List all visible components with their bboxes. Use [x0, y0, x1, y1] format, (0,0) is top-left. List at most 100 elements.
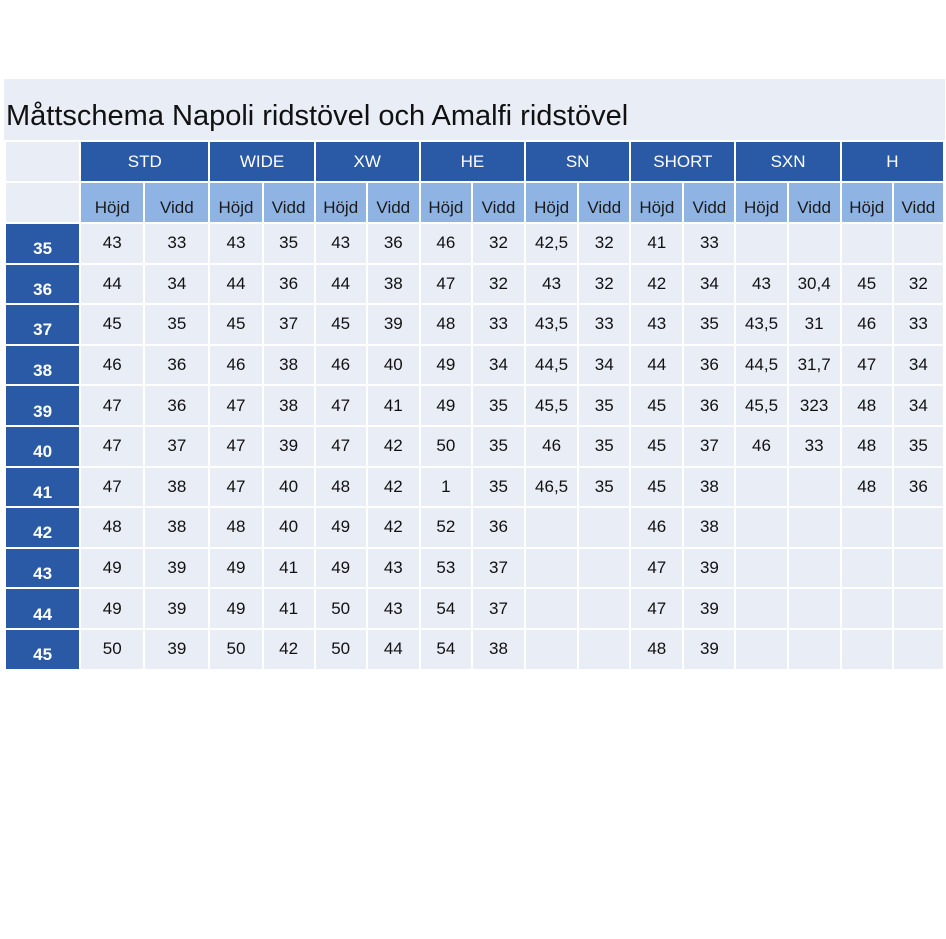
value-cell [577, 587, 632, 630]
value-cell: 35 [577, 465, 632, 509]
value-cell: 47 [79, 424, 146, 468]
value-cell: 50 [313, 627, 368, 671]
value-cell: 50 [208, 627, 264, 671]
value-cell: 34 [143, 262, 211, 306]
value-cell: 38 [470, 627, 527, 671]
value-cell: 47 [79, 384, 146, 427]
sub-header-hojd: Höjd [524, 181, 580, 224]
value-cell: 46 [418, 222, 473, 265]
value-cell: 43 [365, 587, 421, 630]
size-label: 42 [3, 506, 82, 549]
value-cell: 36 [143, 384, 211, 427]
value-cell [734, 222, 789, 265]
value-cell: 47 [418, 262, 473, 306]
sub-header-vidd: Vidd [682, 181, 737, 224]
value-cell: 52 [418, 506, 473, 549]
sub-header-row: Höjd Vidd Höjd Vidd Höjd Vidd Höjd Vidd Höjd Vidd… [3, 181, 946, 224]
value-cell: 50 [79, 627, 146, 671]
value-cell: 48 [839, 384, 894, 427]
value-cell: 49 [313, 506, 368, 549]
value-cell: 44 [313, 262, 368, 306]
value-cell: 35 [470, 424, 527, 468]
value-cell: 32 [577, 222, 632, 265]
chart-title: Måttschema Napoli ridstövel och Amalfi r… [4, 79, 945, 140]
value-cell: 37 [261, 303, 316, 346]
value-cell: 1 [418, 465, 473, 509]
value-cell: 44 [365, 627, 421, 671]
value-cell [524, 627, 580, 671]
value-cell: 53 [418, 546, 473, 590]
value-cell: 47 [313, 424, 368, 468]
value-cell: 49 [208, 546, 264, 590]
group-header-sn: SN [524, 140, 632, 183]
sub-header-hojd: Höjd [734, 181, 789, 224]
table-row: 45 50 39 50 42 50 44 54 38 48 39 [3, 627, 946, 671]
size-label: 36 [3, 262, 82, 306]
table-row: 38 46 36 46 38 46 40 49 34 44,5 34 44 36 44,5 31,7 47 34 [3, 343, 946, 387]
value-cell: 48 [629, 627, 685, 671]
value-cell: 35 [261, 222, 316, 265]
value-cell: 36 [365, 222, 421, 265]
value-cell: 36 [682, 384, 737, 427]
value-cell: 54 [418, 627, 473, 671]
size-label: 40 [3, 424, 82, 468]
value-cell: 35 [470, 384, 527, 427]
value-cell: 40 [261, 465, 316, 509]
value-cell: 34 [682, 262, 737, 306]
value-cell: 47 [208, 384, 264, 427]
value-cell: 45 [313, 303, 368, 346]
value-cell: 43 [365, 546, 421, 590]
size-label: 43 [3, 546, 82, 590]
value-cell [524, 546, 580, 590]
value-cell: 36 [143, 343, 211, 387]
value-cell: 46 [734, 424, 789, 468]
size-label: 39 [3, 384, 82, 427]
value-cell: 43,5 [734, 303, 789, 346]
value-cell: 33 [682, 222, 737, 265]
value-cell [734, 465, 789, 509]
sub-header-hojd: Höjd [418, 181, 473, 224]
group-header-short: SHORT [629, 140, 737, 183]
value-cell: 38 [143, 465, 211, 509]
value-cell [891, 506, 946, 549]
value-cell: 30,4 [786, 262, 842, 306]
value-cell: 38 [682, 506, 737, 549]
value-cell: 45 [839, 262, 894, 306]
table-row: 35 43 33 43 35 43 36 46 32 42,5 32 41 33 [3, 222, 946, 265]
value-cell: 35 [682, 303, 737, 346]
sub-header-vidd: Vidd [470, 181, 527, 224]
sub-header-hojd: Höjd [79, 181, 146, 224]
value-cell: 47 [839, 343, 894, 387]
value-cell: 35 [891, 424, 946, 468]
value-cell: 35 [143, 303, 211, 346]
size-rows: 35 43 33 43 35 43 36 46 32 42,5 32 41 33 36 44 34 44 36 44… [3, 222, 946, 671]
value-cell: 35 [470, 465, 527, 509]
value-cell [786, 587, 842, 630]
value-cell: 49 [313, 546, 368, 590]
value-cell: 41 [261, 587, 316, 630]
value-cell: 39 [682, 627, 737, 671]
value-cell: 48 [839, 424, 894, 468]
value-cell [786, 546, 842, 590]
value-cell: 46 [79, 343, 146, 387]
table-row: 42 48 38 48 40 49 42 52 36 46 38 [3, 506, 946, 549]
value-cell [839, 506, 894, 549]
value-cell: 38 [365, 262, 421, 306]
value-cell [734, 627, 789, 671]
value-cell: 33 [577, 303, 632, 346]
value-cell [891, 222, 946, 265]
value-cell: 42,5 [524, 222, 580, 265]
size-label: 41 [3, 465, 82, 509]
table-row: 37 45 35 45 37 45 39 48 33 43,5 33 43 35 43,5 31 46 33 [3, 303, 946, 346]
value-cell: 39 [682, 587, 737, 630]
value-cell: 36 [891, 465, 946, 509]
value-cell: 32 [470, 262, 527, 306]
value-cell: 47 [79, 465, 146, 509]
group-header-sxn: SXN [734, 140, 842, 183]
value-cell: 37 [682, 424, 737, 468]
value-cell: 31 [786, 303, 842, 346]
table-row: 36 44 34 44 36 44 38 47 32 43 32 42 34 43 30,4 45 32 [3, 262, 946, 306]
value-cell [577, 546, 632, 590]
value-cell: 49 [418, 384, 473, 427]
value-cell: 32 [470, 222, 527, 265]
